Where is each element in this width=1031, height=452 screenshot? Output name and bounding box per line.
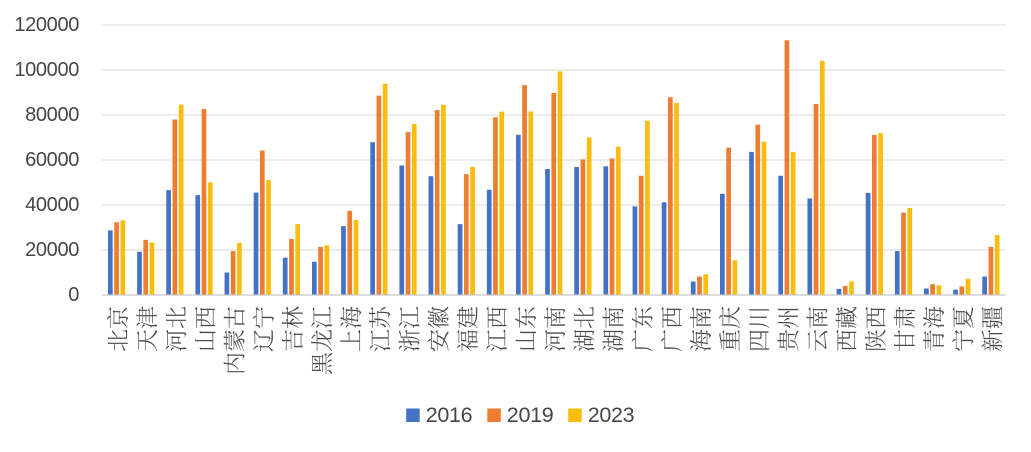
svg-text:2016: 2016 — [426, 403, 473, 427]
svg-text:60000: 60000 — [25, 149, 79, 171]
svg-text:80000: 80000 — [25, 104, 79, 126]
svg-text:0: 0 — [68, 284, 79, 306]
svg-text:120000: 120000 — [14, 14, 79, 36]
svg-text:2023: 2023 — [588, 403, 635, 427]
svg-text:100000: 100000 — [14, 59, 79, 81]
svg-text:2019: 2019 — [507, 403, 554, 427]
svg-text:20000: 20000 — [25, 239, 79, 261]
svg-text:40000: 40000 — [25, 194, 79, 216]
